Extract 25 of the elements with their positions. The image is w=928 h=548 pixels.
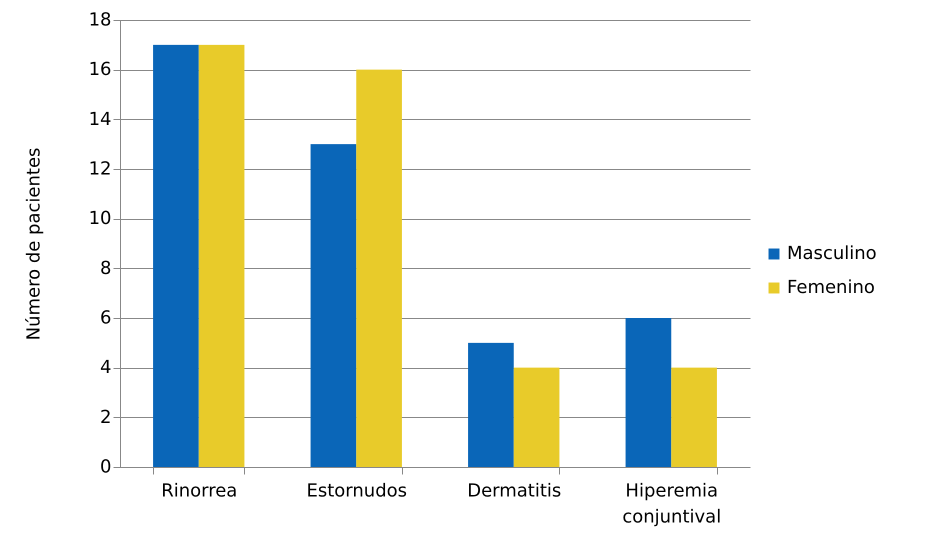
bar (626, 318, 672, 467)
y-tick-label: 18 (88, 10, 112, 30)
legend-label: Masculino (787, 243, 877, 264)
bar (310, 144, 356, 467)
y-tick-label: 2 (100, 406, 112, 428)
y-tick-label: 12 (88, 158, 112, 180)
x-tick-label: Hiperemia conjuntival (622, 480, 722, 528)
bar (198, 44, 244, 467)
y-tick-label: 16 (88, 59, 112, 80)
bar (468, 342, 514, 467)
y-axis-title: Número de pacientes (24, 148, 45, 340)
y-tick-label: 6 (100, 308, 112, 328)
bar (514, 368, 560, 467)
bar (356, 70, 402, 467)
y-tick-label: 0 (100, 456, 112, 478)
x-tick-label: Rinorrea (161, 480, 238, 502)
x-tick-label: Dermatitis (467, 480, 562, 502)
x-tick-label: Estornudos (306, 480, 408, 502)
bar (153, 44, 199, 467)
y-tick-label: 4 (100, 357, 112, 378)
y-tick-label: 8 (100, 258, 112, 279)
y-tick-label: 14 (88, 108, 112, 130)
bar (671, 368, 717, 467)
legend-label: Femenino (787, 277, 875, 298)
y-tick-label: 10 (88, 208, 112, 230)
